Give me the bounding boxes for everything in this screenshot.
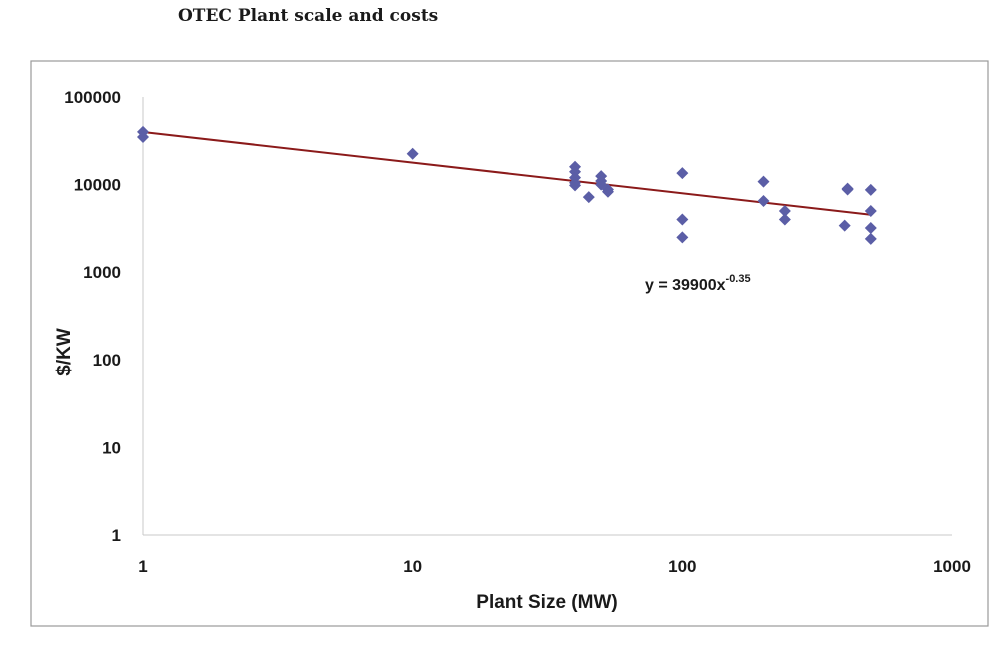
x-axis-title: Plant Size (MW)	[476, 592, 617, 613]
data-point	[757, 175, 770, 188]
y-tick-label: 1	[112, 526, 121, 545]
data-point	[864, 204, 877, 217]
y-tick-label: 10	[102, 438, 121, 457]
y-axis-title: $/KW	[54, 328, 75, 376]
data-point	[778, 213, 791, 226]
data-point	[582, 191, 595, 204]
trendline	[142, 130, 871, 216]
chart-title: OTEC Plant scale and costs	[178, 6, 439, 26]
chart-border	[30, 60, 989, 627]
x-tick-label: 10	[403, 557, 422, 576]
trendline-equation-base: y = 39900x	[645, 277, 726, 294]
x-tick-label: 1	[138, 557, 147, 576]
data-point	[757, 194, 770, 207]
y-tick-label: 100	[93, 351, 121, 370]
y-tick-label: 1000	[83, 263, 121, 282]
data-point	[137, 130, 149, 143]
trendline-equation: y = 39900x-0.35	[645, 273, 751, 294]
trendline-equation-exponent: -0.35	[726, 273, 751, 285]
data-point	[676, 231, 689, 244]
y-tick-labels: 1 10 100 1000 10000 100000	[64, 88, 121, 545]
data-points	[137, 125, 877, 245]
data-point	[838, 219, 851, 232]
data-point	[406, 147, 419, 160]
data-point	[601, 185, 614, 198]
data-point	[864, 183, 877, 196]
data-point	[864, 232, 877, 245]
x-tick-label: 1000	[933, 557, 971, 576]
y-tick-label: 100000	[64, 88, 121, 107]
x-tick-labels: 1 10 100 1000	[138, 557, 971, 576]
y-tick-label: 10000	[74, 176, 121, 195]
x-tick-label: 100	[668, 557, 696, 576]
data-point	[841, 183, 854, 196]
data-point	[778, 204, 791, 217]
data-point	[676, 213, 689, 226]
data-point	[676, 167, 689, 180]
data-point	[569, 179, 582, 192]
data-point	[864, 221, 877, 234]
